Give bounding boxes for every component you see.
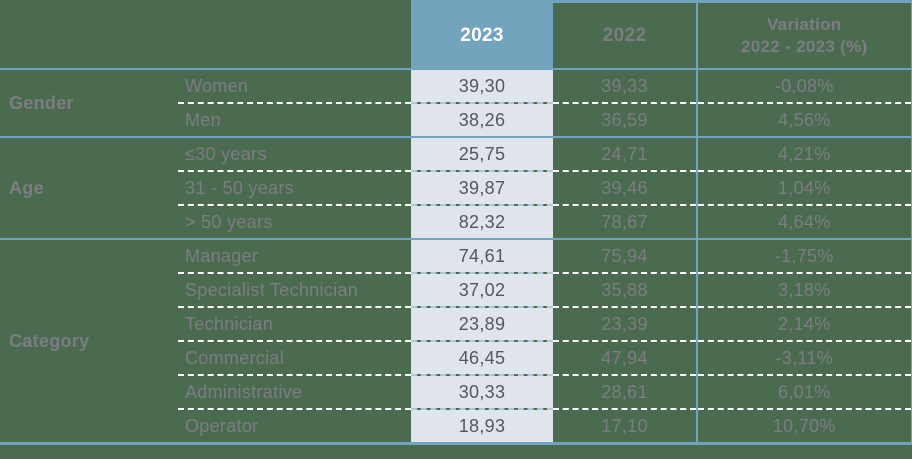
table-row: Specialist Technician 37,02 35,88 3,18%	[0, 272, 912, 307]
table-row: 31 - 50 years 39,87 39,46 1,04%	[0, 170, 912, 205]
row-label: Commercial	[178, 340, 411, 375]
header-variation: Variation 2022 - 2023 (%)	[696, 0, 912, 70]
value-2022: 35,88	[553, 272, 697, 307]
table-row: Administrative 30,33 28,61 6,01%	[0, 374, 912, 409]
value-2023: 30,33	[411, 374, 553, 409]
row-label: 31 - 50 years	[178, 170, 411, 205]
row-label: Women	[178, 68, 411, 103]
table-row: Category Manager 74,61 75,94 -1,75%	[0, 238, 912, 445]
group-label-category: Category	[0, 238, 178, 445]
value-2023: 74,61	[411, 238, 553, 273]
table-row: Technician 23,89 23,39 2,14%	[0, 306, 912, 341]
value-2023: 39,87	[411, 170, 553, 205]
value-2022: 47,94	[553, 340, 697, 375]
value-variation: 1,04%	[696, 170, 912, 205]
value-2022: 24,71	[553, 136, 697, 171]
value-variation: 2,14%	[696, 306, 912, 341]
value-2022: 78,67	[553, 204, 697, 239]
value-2023: 18,93	[411, 408, 553, 445]
value-2023: 37,02	[411, 272, 553, 307]
table-row: Men 38,26 36,59 4,56%	[0, 102, 912, 137]
row-label: > 50 years	[178, 204, 411, 239]
row-label: ≤30 years	[178, 136, 411, 171]
value-variation: 4,64%	[696, 204, 912, 239]
header-empty-cell	[0, 1, 411, 70]
table-row: > 50 years 82,32 78,67 4,64%	[0, 204, 912, 239]
header-2023: 2023	[411, 0, 553, 70]
header-variation-line1: Variation	[766, 14, 842, 34]
table-row: Age ≤30 years 25,75 24,71 4,21%	[0, 136, 912, 240]
row-label: Specialist Technician	[178, 272, 411, 307]
value-variation: -0,08%	[696, 68, 912, 103]
value-variation: 4,21%	[696, 136, 912, 171]
table-row: Gender Women 39,30 39,33 -0,08%	[0, 68, 912, 138]
value-2023: 25,75	[411, 136, 553, 171]
table-body: Gender Women 39,30 39,33 -0,08% Men 38,26 36,59…	[0, 68, 912, 445]
value-2023: 39,30	[411, 68, 553, 103]
value-2023: 46,45	[411, 340, 553, 375]
row-label: Operator	[178, 408, 411, 445]
value-2022: 23,39	[553, 306, 697, 341]
header-variation-line2: 2022 - 2023 (%)	[741, 36, 868, 56]
value-2022: 36,59	[553, 102, 697, 137]
value-2023: 38,26	[411, 102, 553, 137]
row-label: Manager	[178, 238, 411, 273]
row-label: Men	[178, 102, 411, 137]
value-2023: 82,32	[411, 204, 553, 239]
row-label: Technician	[178, 306, 411, 341]
group-label-gender: Gender	[0, 68, 178, 138]
value-2022: 28,61	[553, 374, 697, 409]
group-label-age: Age	[0, 136, 178, 240]
table-row: Operator 18,93 17,10 10,70%	[0, 408, 912, 445]
table-row: Commercial 46,45 47,94 -3,11%	[0, 340, 912, 375]
value-2022: 39,46	[553, 170, 697, 205]
value-2022: 39,33	[553, 68, 697, 103]
value-2023: 23,89	[411, 306, 553, 341]
value-variation: -3,11%	[696, 340, 912, 375]
value-2022: 17,10	[553, 408, 697, 445]
data-table: 2023 2022 Variation 2022 - 2023 (%) Gend…	[0, 0, 912, 445]
value-2022: 75,94	[553, 238, 697, 273]
value-variation: 10,70%	[696, 408, 912, 445]
value-variation: -1,75%	[696, 238, 912, 273]
row-label: Administrative	[178, 374, 411, 409]
header-2022: 2022	[553, 0, 697, 70]
value-variation: 3,18%	[696, 272, 912, 307]
header-row: 2023 2022 Variation 2022 - 2023 (%)	[0, 0, 912, 70]
value-variation: 6,01%	[696, 374, 912, 409]
value-variation: 4,56%	[696, 102, 912, 137]
